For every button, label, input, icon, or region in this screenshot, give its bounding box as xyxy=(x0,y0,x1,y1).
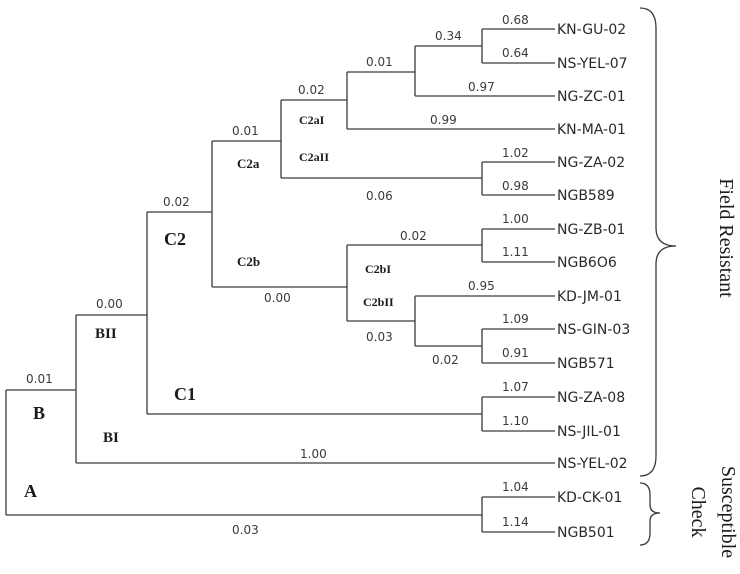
susceptible-check-bracket xyxy=(639,482,661,546)
branch-value: 0.00 xyxy=(96,297,123,311)
leaf-label: NG-ZA-02 xyxy=(557,155,625,171)
leaf-label: NGB589 xyxy=(557,188,615,204)
branch-value: 1.00 xyxy=(300,447,327,461)
group-label-c2bii: C2bII xyxy=(363,295,394,309)
branch-value: 1.10 xyxy=(502,414,529,428)
leaf-label: NS-JIL-01 xyxy=(557,424,621,440)
branch-value: 1.09 xyxy=(502,312,529,326)
leaf-label: NG-ZB-01 xyxy=(557,222,625,238)
leaf-label: NG-ZA-08 xyxy=(557,390,625,406)
field-resistant-label: Field Resistant xyxy=(715,178,737,298)
branch-value: 1.04 xyxy=(502,480,529,494)
branch-value: 0.68 xyxy=(502,13,529,27)
group-label-c2aii: C2aII xyxy=(299,150,329,164)
group-label-c1: C1 xyxy=(174,384,196,404)
branch-value: 0.98 xyxy=(502,179,529,193)
branch-value: 0.95 xyxy=(468,279,495,293)
branch-value: 0.02 xyxy=(400,229,427,243)
leaf-label: NGB571 xyxy=(557,356,615,372)
branch-value: 0.01 xyxy=(366,55,393,69)
group-label-c2b: C2b xyxy=(237,254,260,269)
branch-value: 1.14 xyxy=(502,515,529,529)
leaf-label: NS-GIN-03 xyxy=(557,322,630,338)
branch-value: 0.00 xyxy=(264,291,291,305)
group-label-bii: BII xyxy=(95,326,117,342)
field-resistant-bracket xyxy=(639,7,677,477)
leaf-label: NS-YEL-07 xyxy=(557,56,628,72)
group-label-b: B xyxy=(33,403,45,423)
branch-value: 0.01 xyxy=(26,372,53,386)
branch-value: 1.11 xyxy=(502,245,529,259)
group-label-c2bi: C2bI xyxy=(365,262,391,276)
group-label-c2ai: C2aI xyxy=(299,113,325,127)
branch-value: 1.02 xyxy=(502,146,529,160)
leaf-label: NGB501 xyxy=(557,525,615,541)
leaf-label: KN-GU-02 xyxy=(557,22,626,38)
branch-value: 0.34 xyxy=(435,29,462,43)
branch-value: 0.03 xyxy=(366,330,393,344)
branch-value: 0.99 xyxy=(430,113,457,127)
branch-value: 0.02 xyxy=(432,353,459,367)
leaf-label: NGB6O6 xyxy=(557,255,617,271)
group-label-bi: BI xyxy=(103,430,119,446)
branch-value: 0.02 xyxy=(163,195,190,209)
group-label-a: A xyxy=(24,481,37,501)
branch-value: 0.91 xyxy=(502,346,529,360)
leaf-label: NG-ZC-01 xyxy=(557,89,626,105)
susceptible-label: Susceptible xyxy=(717,466,739,558)
leaf-label: KN-MA-01 xyxy=(557,122,626,138)
group-label-c2a: C2a xyxy=(237,156,260,171)
branch-value: 0.97 xyxy=(468,80,495,94)
branch-value: 0.64 xyxy=(502,46,529,60)
check-label: Check xyxy=(687,486,709,537)
leaf-label: KD-CK-01 xyxy=(557,490,622,506)
leaf-label: NS-YEL-02 xyxy=(557,456,628,472)
branch-value: 0.01 xyxy=(232,124,259,138)
group-label-c2: C2 xyxy=(164,229,186,249)
leaf-label: KD-JM-01 xyxy=(557,289,622,305)
branch-value: 0.06 xyxy=(366,189,393,203)
branch-value: 0.03 xyxy=(232,523,259,537)
branch-value: 1.07 xyxy=(502,380,529,394)
branch-value: 0.02 xyxy=(298,83,325,97)
branch-value: 1.00 xyxy=(502,212,529,226)
